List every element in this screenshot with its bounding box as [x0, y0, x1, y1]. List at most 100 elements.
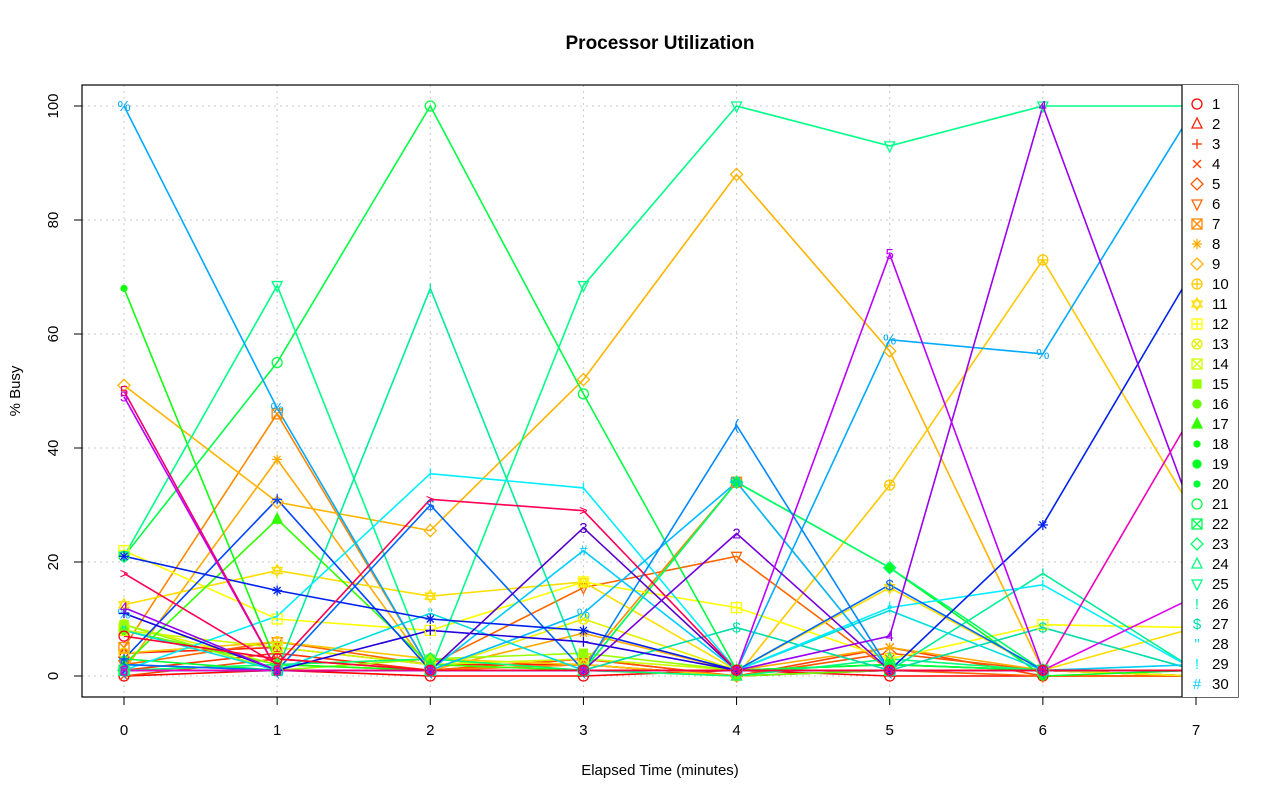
svg-text:#: #: [1193, 676, 1202, 693]
series-16-point-0: [119, 625, 129, 636]
series-25-point-4: [730, 101, 743, 114]
legend-symbol-8: [1192, 239, 1202, 249]
legend-symbol-5: [1190, 177, 1204, 191]
series-21-point-1: [271, 356, 283, 369]
series-36-point-1: [272, 585, 283, 596]
svg-text:": ": [887, 602, 892, 619]
svg-text:8: 8: [1039, 662, 1047, 679]
legend-label-3: 3: [1212, 136, 1220, 153]
series-41-point-2: 5: [426, 662, 434, 679]
series-38-point-6: 3: [1039, 662, 1047, 679]
series-40-point-3: 4: [579, 662, 587, 679]
x-tick-label-2: 2: [426, 722, 434, 739]
series-35-point-1: [272, 494, 283, 505]
legend-label-19: 19: [1212, 456, 1229, 473]
legend-symbol-10: [1191, 278, 1203, 290]
svg-text:": ": [428, 605, 433, 622]
series-43-point-1: 8: [273, 662, 281, 679]
y-tick-label-80: 80: [45, 212, 62, 229]
series-33-line: [124, 423, 1196, 672]
svg-text:8: 8: [732, 662, 740, 679]
series-25-point-5: [883, 141, 896, 154]
series-42-point-0: 6: [120, 662, 128, 679]
series-36-point-6: [1037, 519, 1048, 530]
series-6-point-4: [730, 551, 743, 564]
series-44-point-2: 5: [426, 662, 434, 679]
svg-text:%: %: [883, 332, 896, 349]
y-tick-label-100: 100: [45, 93, 62, 118]
x-tick-label-6: 6: [1039, 722, 1047, 739]
series-11-point-2: [424, 588, 437, 604]
legend-symbol-11: [1190, 296, 1204, 312]
legend-label-25: 25: [1212, 576, 1229, 593]
legend-label-4: 4: [1212, 156, 1220, 173]
series-45-point-0: >: [120, 565, 129, 582]
svg-text:!: !: [275, 608, 279, 625]
legend-symbol-20: [1193, 480, 1201, 488]
legend-label-2: 2: [1212, 116, 1220, 133]
legend-symbol-30: #: [1193, 676, 1202, 693]
series-37-point-2: [425, 625, 436, 636]
series-39-point-1: 2: [273, 662, 281, 679]
series-27-point-0: $: [120, 662, 129, 679]
x-tick-label-3: 3: [579, 722, 587, 739]
legend-symbol-13: [1191, 338, 1203, 350]
svg-text:6: 6: [273, 662, 281, 679]
series-8-point-5: [884, 642, 895, 653]
legend-label-28: 28: [1212, 636, 1229, 653]
svg-text:5: 5: [1039, 662, 1047, 679]
svg-text:2: 2: [273, 662, 281, 679]
series-23-point-5: [882, 560, 897, 575]
series-10-point-5: [884, 479, 896, 491]
series-38-point-3: 3: [579, 520, 587, 537]
svg-text:5: 5: [120, 383, 128, 400]
series-36-point-0: [119, 551, 129, 562]
svg-text:5: 5: [426, 662, 434, 679]
series-40-point-1: 4: [273, 662, 281, 679]
svg-text:!: !: [122, 662, 126, 679]
series-37-point-1: [272, 665, 283, 676]
svg-text:6: 6: [1039, 662, 1047, 679]
svg-text:#: #: [579, 543, 588, 560]
svg-text:6: 6: [579, 662, 587, 679]
svg-text:5: 5: [579, 662, 587, 679]
series-25-point-6: [1036, 101, 1049, 114]
series-46-point-3: [577, 664, 590, 676]
svg-text:(: (: [122, 662, 127, 679]
series-37-point-4: [731, 665, 742, 676]
series-46-point-6: [1037, 664, 1049, 676]
series-43-point-4: 8: [732, 662, 740, 679]
series-35-point-3: [578, 665, 589, 676]
legend-label-29: 29: [1212, 656, 1229, 673]
legend-label-17: 17: [1212, 416, 1229, 433]
legend-label-9: 9: [1212, 256, 1220, 273]
svg-text:2: 2: [579, 662, 587, 679]
series-35-point-2: [425, 665, 436, 676]
series-44-point-4: 5: [732, 662, 740, 679]
y-tick-label-0: 0: [45, 672, 62, 680]
svg-text:%: %: [730, 474, 743, 491]
series-39-point-3: 2: [579, 662, 587, 679]
legend-label-21: 21: [1212, 496, 1229, 513]
svg-text:$: $: [426, 497, 435, 514]
legend-symbol-24: [1190, 556, 1204, 569]
series-34-point-5: $: [886, 577, 895, 594]
legend-label-20: 20: [1212, 476, 1229, 493]
series-37-point-0: [119, 608, 129, 619]
series-46-point-5: [884, 664, 896, 676]
svg-text:3: 3: [886, 662, 894, 679]
series-30-point-3: #: [579, 543, 588, 560]
series-43-line: [124, 407, 1197, 672]
series-31-point-4: %: [730, 474, 743, 491]
svg-text:!: !: [1195, 656, 1199, 673]
series-39-point-0: 2: [120, 662, 128, 679]
legend-symbol-6: [1190, 199, 1204, 212]
series-40-point-0: 4: [120, 600, 128, 617]
svg-text:>: >: [426, 491, 435, 508]
series-25-point-1: [271, 280, 284, 294]
series-11-point-1: [271, 563, 284, 578]
svg-text:4: 4: [120, 600, 128, 617]
series-46-line: [123, 635, 1196, 672]
series-41-point-6: 5: [1039, 662, 1047, 679]
series-21-point-2: [424, 100, 436, 112]
